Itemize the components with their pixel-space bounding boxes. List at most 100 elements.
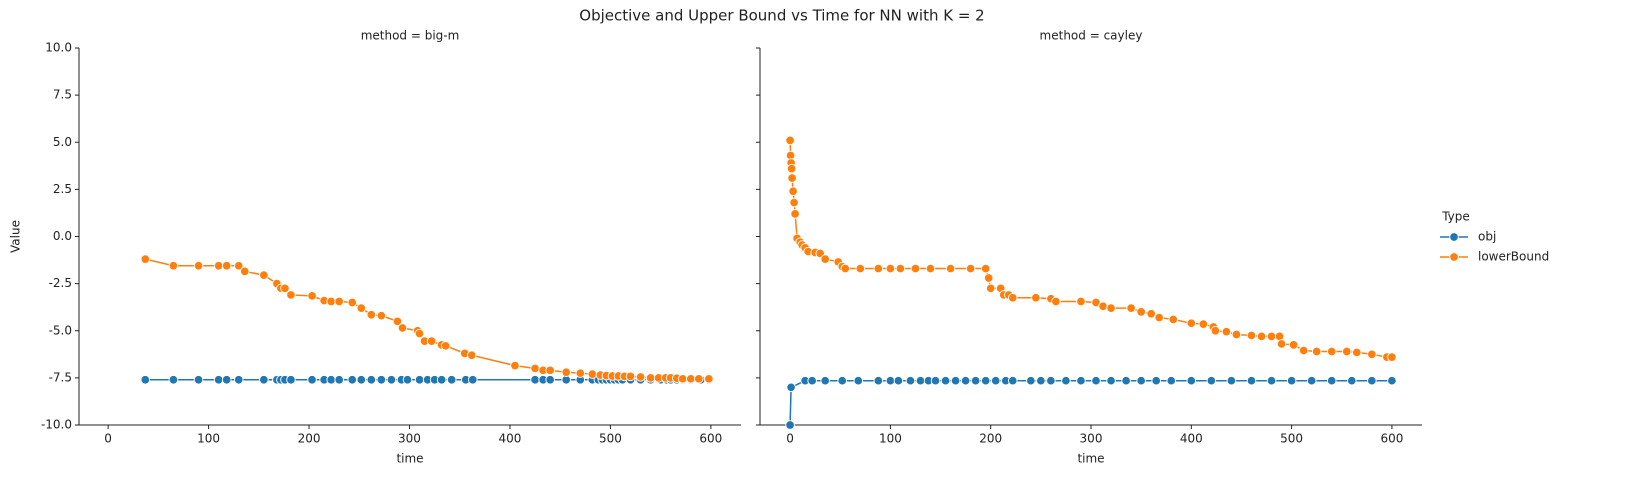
point — [168, 375, 179, 385]
point — [240, 266, 250, 277]
point — [787, 173, 797, 183]
point — [960, 375, 971, 386]
y-tick-label: -7.5 — [49, 370, 72, 384]
series-line — [145, 258, 709, 380]
point — [326, 375, 336, 385]
point — [575, 368, 586, 378]
point — [1146, 309, 1156, 319]
point — [1151, 375, 1161, 386]
legend-label: lowerBound — [1478, 250, 1549, 264]
point — [467, 350, 477, 361]
point — [530, 375, 540, 385]
point — [1221, 326, 1232, 337]
point — [440, 341, 451, 351]
point — [414, 375, 425, 385]
point — [786, 163, 797, 174]
legend-marker — [1449, 252, 1459, 262]
point — [193, 375, 204, 385]
point — [1186, 318, 1197, 328]
point — [820, 375, 830, 386]
point — [1166, 375, 1176, 386]
x-tick-label: 200 — [298, 432, 321, 446]
point — [925, 263, 936, 274]
point — [334, 296, 344, 307]
point — [510, 360, 520, 371]
point — [1061, 375, 1071, 386]
y-tick-label: 2.5 — [53, 182, 72, 196]
point — [1036, 375, 1046, 386]
x-tick-label: 0 — [104, 432, 112, 446]
point — [893, 375, 904, 386]
point — [356, 375, 367, 385]
point — [686, 374, 696, 384]
point — [1168, 314, 1178, 325]
point — [402, 375, 413, 385]
point — [1198, 319, 1209, 329]
point — [426, 336, 437, 346]
point — [873, 375, 884, 386]
point — [1266, 375, 1277, 386]
point — [1286, 375, 1297, 386]
point — [789, 197, 799, 208]
x-tick-label: 0 — [786, 432, 794, 446]
x-tick-label: 600 — [699, 432, 722, 446]
x-axis-label: time — [396, 452, 423, 466]
point — [366, 375, 377, 385]
point — [1367, 375, 1377, 386]
point — [347, 297, 357, 308]
point — [376, 310, 387, 321]
point — [1246, 375, 1257, 386]
point — [1342, 346, 1352, 357]
point — [1136, 375, 1146, 386]
point — [1026, 375, 1036, 386]
point — [307, 291, 317, 301]
point — [259, 270, 269, 280]
point — [1326, 375, 1337, 386]
point — [334, 375, 344, 385]
point — [233, 260, 244, 271]
point — [704, 374, 714, 384]
point — [837, 375, 847, 386]
legend-title: Type — [1441, 210, 1470, 224]
point — [221, 260, 232, 271]
point — [1311, 346, 1322, 357]
point — [635, 372, 646, 382]
point — [788, 186, 798, 197]
y-axis-label: Value — [9, 220, 23, 253]
point — [1106, 303, 1116, 313]
point — [168, 260, 179, 271]
point — [1121, 375, 1131, 386]
point — [1051, 296, 1061, 307]
point — [1126, 303, 1136, 313]
point — [561, 367, 571, 377]
point — [1276, 339, 1287, 349]
point — [1256, 331, 1267, 342]
point — [945, 263, 956, 274]
point — [213, 260, 224, 271]
point — [1246, 330, 1257, 341]
point — [940, 375, 951, 386]
point — [193, 260, 204, 271]
point — [785, 420, 795, 430]
point — [853, 375, 864, 386]
point — [1106, 375, 1116, 386]
point — [347, 375, 357, 385]
point — [1352, 347, 1362, 358]
x-tick-label: 500 — [599, 432, 622, 446]
x-tick-label: 500 — [1280, 432, 1303, 446]
legend-marker — [1449, 232, 1459, 242]
point — [895, 263, 906, 274]
y-tick-label: 0.0 — [53, 229, 72, 243]
point — [140, 375, 151, 385]
point — [985, 283, 996, 294]
point — [625, 371, 636, 382]
point — [1226, 375, 1237, 386]
point — [468, 375, 478, 385]
point — [980, 263, 991, 274]
point — [1347, 375, 1357, 386]
point — [414, 328, 425, 339]
x-tick-label: 400 — [1180, 432, 1203, 446]
point — [910, 263, 921, 274]
point — [326, 296, 336, 307]
point — [307, 375, 317, 385]
